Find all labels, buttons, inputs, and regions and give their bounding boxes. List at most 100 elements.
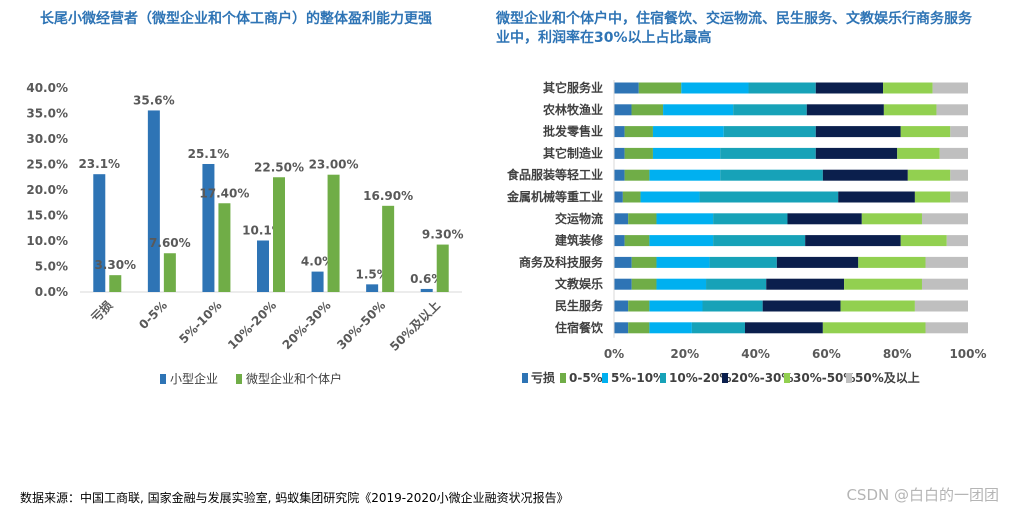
bar-small bbox=[420, 288, 433, 292]
stack-segment bbox=[858, 256, 926, 268]
stack-segment bbox=[950, 126, 968, 138]
stack-segment bbox=[844, 278, 922, 290]
stack-segment bbox=[614, 322, 629, 334]
y-tick-label: 30.0% bbox=[26, 132, 68, 146]
bar-micro bbox=[327, 174, 340, 292]
bar-micro bbox=[273, 177, 285, 292]
stack-segment bbox=[614, 213, 629, 225]
stack-segment bbox=[624, 235, 650, 247]
stack-segment bbox=[614, 126, 625, 138]
y-tick-label: 10.0% bbox=[26, 234, 68, 248]
y-tick-label: 0.0% bbox=[35, 285, 68, 299]
y-tick-label: 35.0% bbox=[26, 107, 68, 121]
stack-segment bbox=[907, 169, 951, 181]
stack-segment bbox=[766, 278, 845, 290]
stack-segment bbox=[950, 169, 968, 181]
y-tick-label: 5.0% bbox=[35, 260, 68, 274]
stack-segment bbox=[649, 300, 703, 312]
stack-segment bbox=[748, 82, 816, 94]
stack-segment bbox=[720, 147, 816, 159]
y-tick-label: 25.0% bbox=[26, 158, 68, 172]
stack-segment bbox=[614, 191, 623, 203]
stack-segment bbox=[883, 104, 937, 116]
bar-small bbox=[311, 271, 324, 292]
stack-segment bbox=[638, 82, 682, 94]
y-category-label: 金属机械等重工业 bbox=[506, 189, 603, 204]
left-chart-title: 长尾小微经营者（微型企业和个体工商户）的整体盈利能力更强 bbox=[40, 11, 432, 27]
data-label: 4.0% bbox=[301, 255, 334, 269]
x-tick-label: 80% bbox=[883, 347, 912, 361]
stack-segment bbox=[652, 147, 721, 159]
data-label: 22.50% bbox=[254, 160, 304, 174]
bar-micro bbox=[382, 205, 395, 292]
stack-segment bbox=[681, 82, 749, 94]
stack-segment bbox=[624, 126, 653, 138]
x-tick-label: 50%及以上 bbox=[386, 298, 442, 354]
y-category-label: 其它制造业 bbox=[543, 145, 603, 160]
x-tick-label: 亏损 bbox=[88, 298, 116, 326]
data-label: 17.40% bbox=[199, 186, 249, 200]
stack-segment bbox=[656, 278, 707, 290]
stack-segment bbox=[652, 126, 724, 138]
stack-segment bbox=[921, 213, 968, 225]
stack-segment bbox=[900, 126, 951, 138]
x-tick-label: 10%-20% bbox=[225, 298, 279, 352]
stack-segment bbox=[628, 300, 650, 312]
stack-segment bbox=[925, 322, 968, 334]
y-category-label: 食品服装等轻工业 bbox=[506, 167, 603, 182]
stack-segment bbox=[706, 278, 767, 290]
right-chart-title: 微型企业和个体户中，住宿餐饮、交运物流、民生服务、文教娱乐行商务服务业中，利润率… bbox=[496, 11, 972, 46]
stack-segment bbox=[640, 191, 700, 203]
stack-segment bbox=[946, 235, 968, 247]
stack-segment bbox=[614, 147, 625, 159]
stack-segment bbox=[806, 104, 884, 116]
y-tick-label: 40.0% bbox=[26, 81, 68, 95]
stack-segment bbox=[914, 191, 951, 203]
stack-segment bbox=[624, 169, 650, 181]
stack-segment bbox=[691, 322, 745, 334]
legend-swatch bbox=[236, 374, 242, 384]
legend-label: 小型企业 bbox=[170, 371, 218, 386]
data-label: 7.60% bbox=[149, 236, 191, 250]
y-category-label: 民生服务 bbox=[555, 298, 604, 313]
stack-segment bbox=[805, 235, 901, 247]
stack-segment bbox=[663, 104, 734, 116]
bar-small bbox=[202, 163, 215, 292]
x-tick-label: 40% bbox=[741, 347, 770, 361]
data-label: 16.90% bbox=[363, 189, 413, 203]
bar-micro bbox=[436, 244, 449, 292]
y-tick-label: 20.0% bbox=[26, 183, 68, 197]
y-category-label: 其它服务业 bbox=[543, 80, 603, 95]
stack-segment bbox=[713, 235, 806, 247]
stack-segment bbox=[709, 256, 777, 268]
stack-segment bbox=[649, 235, 714, 247]
stack-segment bbox=[932, 82, 968, 94]
stack-segment bbox=[838, 191, 915, 203]
stack-segment bbox=[720, 169, 823, 181]
legend-label: 50%及以上 bbox=[855, 370, 920, 385]
stack-segment bbox=[815, 126, 901, 138]
stack-segment bbox=[921, 278, 968, 290]
y-tick-label: 15.0% bbox=[26, 209, 68, 223]
data-label: 1.5% bbox=[356, 267, 389, 281]
stack-segment bbox=[939, 147, 968, 159]
bar-micro bbox=[163, 253, 176, 292]
data-label: 3.30% bbox=[94, 258, 136, 272]
stack-segment bbox=[776, 256, 859, 268]
stack-segment bbox=[744, 322, 823, 334]
stack-segment bbox=[950, 191, 968, 203]
stack-segment bbox=[815, 147, 898, 159]
stack-segment bbox=[624, 147, 653, 159]
y-category-label: 文教娱乐 bbox=[555, 276, 603, 291]
stack-segment bbox=[925, 256, 968, 268]
bar-small bbox=[147, 110, 160, 292]
stack-segment bbox=[614, 104, 632, 116]
bar-micro bbox=[109, 275, 122, 292]
stack-segment bbox=[702, 300, 763, 312]
legend-label: 微型企业和个体户 bbox=[246, 371, 342, 386]
stack-segment bbox=[614, 169, 625, 181]
data-label: 35.6% bbox=[133, 93, 175, 107]
legend-label: 0-5% bbox=[569, 371, 603, 385]
stack-segment bbox=[656, 213, 714, 225]
